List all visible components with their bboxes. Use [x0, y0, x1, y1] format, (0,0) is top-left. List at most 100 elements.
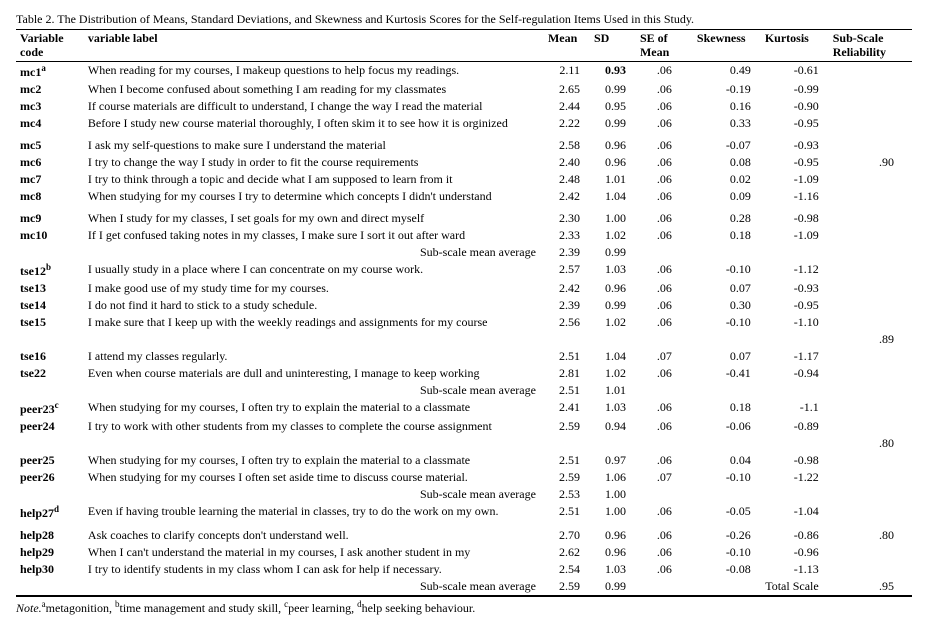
var-code: tse15: [16, 314, 84, 331]
note-b: time management and study skill,: [120, 601, 285, 615]
se-value: .06: [636, 188, 693, 205]
mean-value: 2.59: [544, 418, 590, 435]
kurt-value: -0.95: [761, 154, 829, 171]
se-value: .06: [636, 503, 693, 522]
var-code: help29: [16, 544, 84, 561]
var-code: mc1a: [16, 61, 84, 81]
avg-label: Sub-scale mean average: [84, 244, 544, 261]
reliability-row: .89: [16, 331, 912, 348]
var-label: I try to change the way I study in order…: [84, 154, 544, 171]
mean-value: 2.51: [544, 503, 590, 522]
skew-value: 0.49: [693, 61, 761, 81]
se-value: .06: [636, 98, 693, 115]
se-value: .06: [636, 522, 693, 544]
var-label: I try to work with other students from m…: [84, 418, 544, 435]
sd-value: 1.01: [590, 171, 636, 188]
kurt-value: -1.1: [761, 399, 829, 418]
table-row: help28Ask coaches to clarify concepts do…: [16, 522, 912, 544]
avg-sd: 1.00: [590, 486, 636, 503]
sd-value: 1.02: [590, 227, 636, 244]
skew-value: 0.08: [693, 154, 761, 171]
col-rel: Sub-Scale Reliability: [829, 30, 912, 62]
col-kurt: Kurtosis: [761, 30, 829, 62]
kurt-value: -0.98: [761, 452, 829, 469]
se-value: .06: [636, 81, 693, 98]
skew-value: -0.05: [693, 503, 761, 522]
table-row: tse14I do not find it hard to stick to a…: [16, 297, 912, 314]
table-row: tse22Even when course materials are dull…: [16, 365, 912, 382]
mean-value: 2.22: [544, 115, 590, 132]
skew-value: 0.07: [693, 280, 761, 297]
var-label: When studying for my courses, I often tr…: [84, 452, 544, 469]
skew-value: 0.16: [693, 98, 761, 115]
var-label: When I study for my classes, I set goals…: [84, 205, 544, 227]
var-label: I attend my classes regularly.: [84, 348, 544, 365]
se-value: .06: [636, 261, 693, 280]
var-label: Even when course materials are dull and …: [84, 365, 544, 382]
se-value: .06: [636, 399, 693, 418]
var-code: tse12b: [16, 261, 84, 280]
mean-value: 2.40: [544, 154, 590, 171]
kurt-value: -1.09: [761, 171, 829, 188]
mean-value: 2.56: [544, 314, 590, 331]
se-value: .06: [636, 297, 693, 314]
table-row: tse16I attend my classes regularly.2.511…: [16, 348, 912, 365]
skew-value: 0.18: [693, 399, 761, 418]
avg-sd: 1.01: [590, 382, 636, 399]
se-value: .06: [636, 314, 693, 331]
skew-value: -0.10: [693, 314, 761, 331]
sd-value: 0.96: [590, 154, 636, 171]
var-label: Before I study new course material thoro…: [84, 115, 544, 132]
var-label: Ask coaches to clarify concepts don't un…: [84, 522, 544, 544]
se-value: .06: [636, 205, 693, 227]
var-code: mc5: [16, 132, 84, 154]
sd-value: 0.93: [590, 61, 636, 81]
table-row: mc6I try to change the way I study in or…: [16, 154, 912, 171]
mean-value: 2.33: [544, 227, 590, 244]
var-label: I ask my self-questions to make sure I u…: [84, 132, 544, 154]
note-c: peer learning,: [288, 601, 357, 615]
avg-label: Sub-scale mean average: [84, 486, 544, 503]
sd-value: 1.04: [590, 348, 636, 365]
var-code: help30: [16, 561, 84, 578]
var-label: When studying for my courses I try to de…: [84, 188, 544, 205]
mean-value: 2.44: [544, 98, 590, 115]
mean-value: 2.41: [544, 399, 590, 418]
table-row: peer23cWhen studying for my courses, I o…: [16, 399, 912, 418]
se-value: .06: [636, 544, 693, 561]
mean-value: 2.58: [544, 132, 590, 154]
sd-value: 0.96: [590, 132, 636, 154]
kurt-value: -1.04: [761, 503, 829, 522]
note-d: help seeking behaviour.: [362, 601, 476, 615]
var-label: I usually study in a place where I can c…: [84, 261, 544, 280]
skew-value: -0.26: [693, 522, 761, 544]
sd-value: 1.02: [590, 314, 636, 331]
var-label: I make sure that I keep up with the week…: [84, 314, 544, 331]
table-row: peer25When studying for my courses, I of…: [16, 452, 912, 469]
sd-value: 1.03: [590, 261, 636, 280]
avg-sd: 0.99: [590, 578, 636, 596]
var-label: If I get confused taking notes in my cla…: [84, 227, 544, 244]
avg-label: Sub-scale mean average: [84, 382, 544, 399]
skew-value: 0.07: [693, 348, 761, 365]
total-scale-value: .95: [829, 578, 912, 596]
note-lead: Note.: [16, 601, 42, 615]
reliability-value: .80: [829, 522, 912, 544]
note-a: metagonition,: [46, 601, 115, 615]
var-code: mc6: [16, 154, 84, 171]
kurt-value: -0.94: [761, 365, 829, 382]
avg-label: Sub-scale mean average: [84, 578, 544, 596]
reliability-value: .80: [829, 435, 912, 452]
var-label: If course materials are difficult to und…: [84, 98, 544, 115]
subscale-average-row: Sub-scale mean average2.531.00: [16, 486, 912, 503]
table-row: help30I try to identify students in my c…: [16, 561, 912, 578]
skew-value: -0.19: [693, 81, 761, 98]
se-value: .06: [636, 280, 693, 297]
se-value: .06: [636, 561, 693, 578]
mean-value: 2.48: [544, 171, 590, 188]
sd-value: 0.96: [590, 544, 636, 561]
var-code: mc4: [16, 115, 84, 132]
sd-value: 1.03: [590, 399, 636, 418]
var-code: peer26: [16, 469, 84, 486]
kurt-value: -0.93: [761, 132, 829, 154]
